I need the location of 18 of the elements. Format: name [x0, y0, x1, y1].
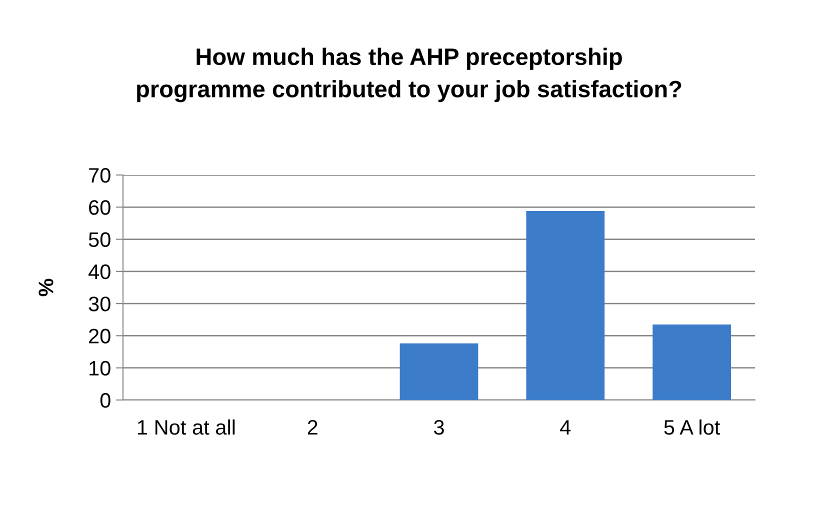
x-tick-label: 4 — [560, 420, 571, 435]
y-tick-label: 20 — [89, 328, 110, 344]
x-tick-label: 1 Not at all — [138, 419, 235, 435]
bar — [526, 211, 605, 400]
bar — [400, 343, 478, 400]
chart-title: How much has the AHP preceptorship programme contributed to your job satisfaction? — [137, 48, 682, 102]
x-tick-label: 3 — [434, 420, 444, 435]
y-tick-label: 10 — [90, 360, 110, 376]
y-tick-label: 70 — [89, 168, 110, 183]
y-tick-label: 50 — [88, 232, 110, 248]
bar — [652, 324, 731, 400]
y-tick-label: 40 — [88, 264, 110, 280]
x-tick-label: 5 A lot — [664, 419, 720, 435]
y-tick-label: 30 — [88, 296, 110, 312]
y-axis-title: % — [38, 278, 54, 296]
x-tick-label: 2 — [308, 420, 318, 435]
y-tick-label: 60 — [89, 200, 110, 215]
y-tick-label: 0 — [100, 393, 110, 408]
